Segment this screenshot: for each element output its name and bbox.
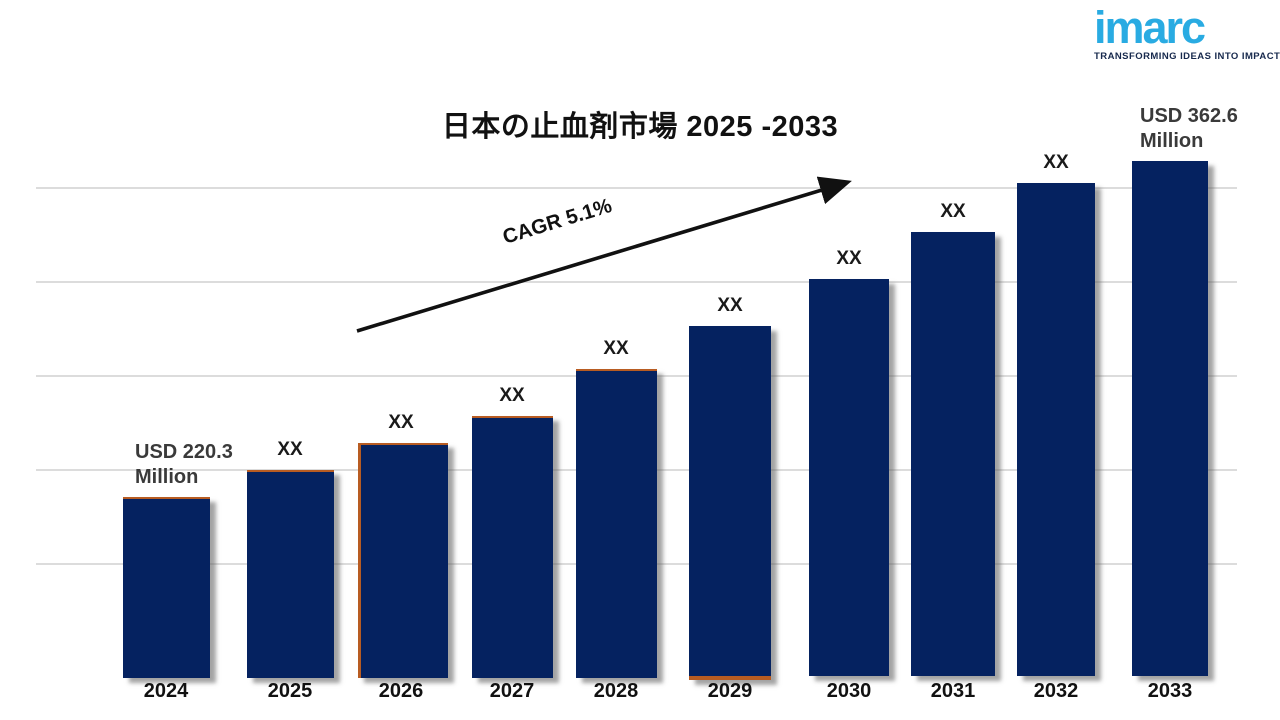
bar-2026 (358, 443, 448, 678)
bar-2028 (576, 369, 657, 678)
value-label-2033: USD 362.6 Million (1140, 105, 1238, 152)
x-axis-label-2029: 2029 (707, 680, 753, 702)
chart-title: 日本の止血剤市場 2025 -2033 (441, 111, 839, 143)
bar-2033 (1132, 161, 1208, 676)
bar-2025 (247, 470, 334, 678)
imarc-wordmark: imarc (1094, 2, 1206, 53)
x-axis-label-2032: 2032 (1033, 680, 1079, 702)
x-axis-label-2028: 2028 (593, 680, 639, 702)
bar-2027 (472, 416, 553, 678)
value-label-2028: XX (603, 338, 629, 359)
x-axis-label-2027: 2027 (489, 680, 535, 702)
x-axis-label-2026: 2026 (378, 680, 424, 702)
x-axis-label-2025: 2025 (267, 680, 313, 702)
x-axis-label-2031: 2031 (930, 680, 976, 702)
bar-2030 (809, 279, 889, 676)
value-label-2026: XX (388, 412, 414, 433)
bar-2032 (1017, 183, 1095, 676)
value-label-2025: XX (277, 439, 303, 460)
value-label-2027: XX (499, 385, 525, 406)
imarc-tagline: TRANSFORMING IDEAS INTO IMPACT (1094, 51, 1280, 62)
bar-2031 (911, 232, 995, 676)
cagr-label: CAGR 5.1% (499, 193, 615, 249)
value-label-2030: XX (836, 248, 862, 269)
imarc-logo: imarc TRANSFORMING IDEAS INTO IMPACT (1094, 2, 1280, 62)
x-axis-label-2030: 2030 (826, 680, 872, 702)
x-axis-label-2033: 2033 (1147, 680, 1193, 702)
value-label-2031: XX (940, 201, 966, 222)
value-label-2024: USD 220.3 Million (135, 441, 233, 488)
bar-2029 (689, 326, 771, 680)
value-label-2029: XX (717, 295, 743, 316)
x-axis-label-2024: 2024 (143, 680, 189, 702)
value-label-2032: XX (1043, 152, 1069, 173)
bar-2024 (123, 497, 210, 678)
